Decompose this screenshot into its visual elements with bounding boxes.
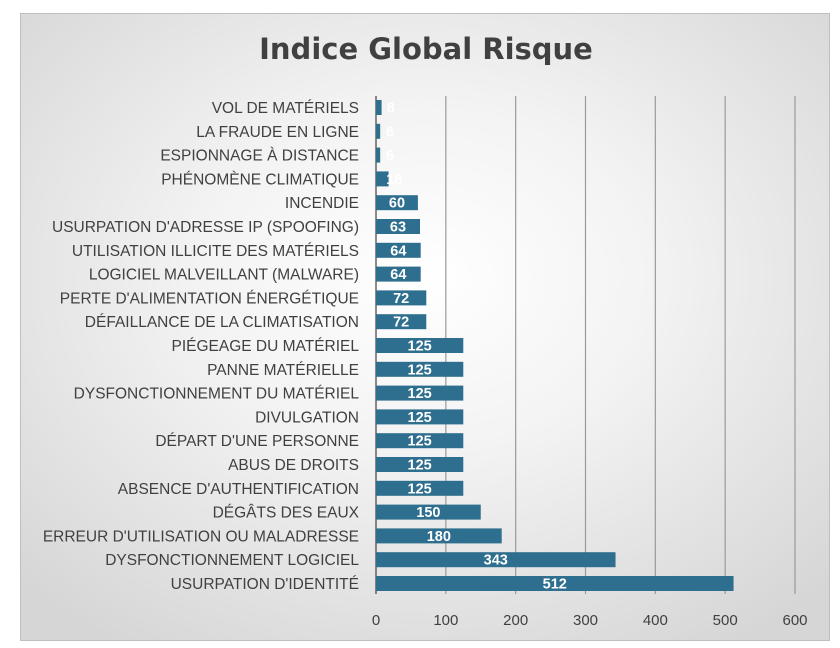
data-label: 343 — [484, 553, 508, 569]
category-label: PHÉNOMÈNE CLIMATIQUE — [161, 171, 359, 188]
category-label: USURPATION D'IDENTITÉ — [171, 576, 359, 593]
data-label: 8 — [387, 101, 395, 117]
category-label: ABSENCE D'AUTHENTIFICATION — [118, 481, 359, 498]
x-tick-label: 200 — [503, 612, 528, 629]
bar — [376, 480, 464, 496]
bar — [376, 504, 481, 520]
category-label: ERREUR D'UTILISATION OU MALADRESSE — [43, 528, 359, 545]
data-label: 125 — [408, 362, 432, 378]
category-label: PANNE MATÉRIELLE — [207, 362, 359, 379]
bar — [376, 409, 464, 425]
data-label: 512 — [543, 577, 567, 593]
category-label: VOL DE MATÉRIELS — [212, 100, 359, 117]
bar — [376, 338, 464, 353]
x-tick-label: 0 — [372, 612, 380, 629]
data-label: 125 — [408, 410, 432, 426]
bar — [376, 576, 734, 591]
chart-title: Indice Global Risque — [259, 32, 593, 66]
bar — [376, 528, 502, 544]
category-label: DÉPART D'UNE PERSONNE — [155, 433, 359, 450]
bar — [376, 266, 421, 282]
x-tick-label: 500 — [713, 612, 738, 629]
bar — [376, 290, 427, 306]
x-tick-label: 300 — [573, 612, 598, 629]
data-label: 125 — [408, 386, 432, 402]
category-label: ABUS DE DROITS — [228, 457, 359, 474]
category-label: ESPIONNAGE À DISTANCE — [160, 148, 359, 165]
category-label: DYSFONCTIONNEMENT LOGICIEL — [105, 552, 359, 569]
x-tick-label: 400 — [643, 612, 668, 629]
bar — [376, 100, 382, 115]
data-label: 180 — [427, 529, 451, 545]
data-label: 150 — [416, 505, 440, 521]
category-label: INCENDIE — [285, 195, 359, 212]
data-label: 64 — [390, 267, 406, 283]
category-label: DÉFAILLANCE DE LA CLIMATISATION — [85, 314, 359, 331]
data-label: 18 — [386, 172, 402, 188]
category-label: LA FRAUDE EN LIGNE — [196, 124, 359, 141]
data-label: 72 — [393, 291, 409, 307]
data-label: 125 — [408, 434, 432, 450]
category-label: LOGICIEL MALVEILLANT (MALWARE) — [89, 267, 359, 284]
category-label: PERTE D'ALIMENTATION ÉNERGÉTIQUE — [60, 290, 359, 307]
data-label: 125 — [408, 481, 432, 497]
bar — [376, 123, 381, 139]
data-label: 60 — [389, 196, 405, 212]
bar-chart: 0 100 200 300 400 500 600 VOL DE MATÉRIELS 8 LA F… — [43, 96, 808, 629]
data-label: 72 — [393, 315, 409, 331]
x-tick-label: 100 — [433, 612, 458, 629]
chart-area: Indice Global Risque 0 100 200 300 400 500 600… — [20, 13, 830, 641]
bar — [376, 242, 421, 258]
data-label: 125 — [408, 458, 432, 474]
bar — [376, 147, 381, 163]
data-label: 63 — [390, 220, 406, 236]
bar — [376, 195, 418, 211]
bar — [376, 171, 389, 187]
bar — [376, 433, 464, 449]
data-label: 6 — [386, 124, 394, 140]
data-label: 6 — [386, 148, 394, 164]
data-label: 125 — [408, 339, 432, 355]
bar — [376, 385, 464, 401]
category-label: DYSFONCTIONNEMENT DU MATÉRIEL — [74, 386, 360, 403]
category-label: DIVULGATION — [255, 409, 359, 426]
data-label: 64 — [390, 243, 406, 259]
category-label: DÉGÂTS DES EAUX — [213, 505, 360, 522]
category-label: UTILISATION ILLICITE DES MATÉRIELS — [72, 243, 359, 260]
bar — [376, 361, 464, 377]
bar — [376, 457, 464, 472]
bar — [376, 219, 420, 234]
x-tick-label: 600 — [782, 612, 807, 629]
bar — [376, 552, 616, 568]
category-label: USURPATION D'ADRESSE IP (SPOOFING) — [52, 219, 359, 236]
category-label: PIÉGEAGE DU MATÉRIEL — [172, 338, 360, 355]
bar — [376, 314, 427, 330]
